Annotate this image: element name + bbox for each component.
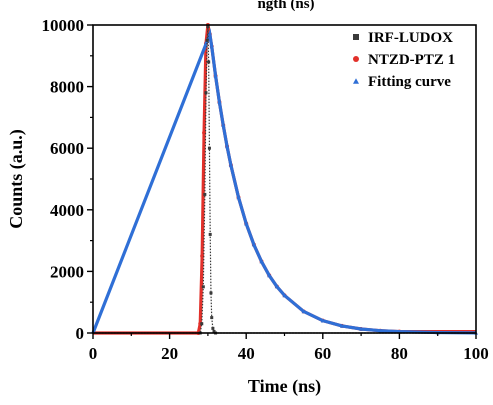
series-line-irf-ludox <box>93 26 476 334</box>
data-point-irf-ludox <box>209 291 213 295</box>
data-point-irf-ludox <box>204 91 208 95</box>
data-point-irf-ludox <box>201 285 205 289</box>
data-point-fitting-curve <box>274 284 279 289</box>
axes-layer: 0 20 40 60 80 100 0 2000 4000 6000 8000 10000 <box>42 16 489 363</box>
data-point-irf-ludox <box>212 329 216 333</box>
legend-marker-fitting-curve <box>353 78 359 84</box>
data-point-fitting-curve <box>378 328 383 333</box>
data-point-fitting-curve <box>213 74 218 78</box>
data-point-fitting-curve <box>282 293 287 298</box>
data-point-irf-ludox <box>203 192 207 196</box>
legend-label-fitting-curve: Fitting curve <box>368 74 451 90</box>
data-point-fitting-curve <box>259 259 264 264</box>
data-point-fitting-curve <box>225 144 230 149</box>
y-tick-label: 4000 <box>50 201 84 220</box>
plot-layer <box>91 23 478 335</box>
data-point-fitting-curve <box>251 242 256 247</box>
data-point-irf-ludox <box>207 60 211 64</box>
data-point-ntzd-ptz-1 <box>200 254 205 258</box>
y-tick-label: 8000 <box>50 78 84 97</box>
data-point-fitting-curve <box>217 100 222 104</box>
data-point-irf-ludox <box>206 25 210 29</box>
legend: IRF-LUDOX NTZD-PTZ 1 Fitting curve <box>353 30 455 90</box>
data-point-fitting-curve <box>301 309 306 314</box>
data-point-fitting-curve <box>221 123 226 127</box>
data-point-irf-ludox <box>207 146 211 150</box>
data-point-fitting-curve <box>236 195 241 200</box>
top-title-fragment: ngth (ns) <box>257 0 314 12</box>
legend-label-ntzd-ptz-1: NTZD-PTZ 1 <box>368 52 455 68</box>
y-axis-label: Counts (a.u.) <box>6 129 27 229</box>
y-tick-label: 10000 <box>42 16 85 35</box>
data-point-irf-ludox <box>205 38 209 42</box>
series-irf-ludox <box>93 25 476 335</box>
x-tick-label: 100 <box>463 344 489 363</box>
x-tick-label: 80 <box>391 344 408 363</box>
x-tick-label: 20 <box>161 344 178 363</box>
x-tick-label: 0 <box>89 344 98 363</box>
series-fitting-curve <box>91 28 478 335</box>
plot-frame <box>92 24 477 334</box>
data-point-fitting-curve <box>267 273 272 278</box>
data-point-irf-ludox <box>208 232 212 236</box>
series-ntzd-ptz-1 <box>93 23 477 335</box>
y-tick-label: 0 <box>76 324 85 343</box>
legend-marker-ntzd-ptz-1 <box>353 56 359 62</box>
series-line-ntzd-ptz-1 <box>93 24 477 335</box>
legend-marker-irf-ludox <box>353 34 359 40</box>
data-point-fitting-curve <box>207 32 212 37</box>
data-point-fitting-curve <box>339 324 344 328</box>
data-point-irf-ludox <box>200 322 204 326</box>
data-point-fitting-curve <box>359 327 364 331</box>
x-tick-label: 40 <box>238 344 255 363</box>
data-point-irf-ludox <box>211 326 215 330</box>
data-point-fitting-curve <box>228 163 233 167</box>
legend-label-irf-ludox: IRF-LUDOX <box>368 30 453 46</box>
data-point-fitting-curve <box>209 44 214 49</box>
y-tick-label: 2000 <box>50 262 84 281</box>
data-point-fitting-curve <box>320 318 325 323</box>
y-tick-label: 6000 <box>50 139 84 158</box>
data-point-fitting-curve <box>244 221 249 226</box>
x-axis-label: Time (ns) <box>248 376 321 397</box>
data-point-irf-ludox <box>210 316 214 320</box>
x-tick-label: 60 <box>314 344 331 363</box>
